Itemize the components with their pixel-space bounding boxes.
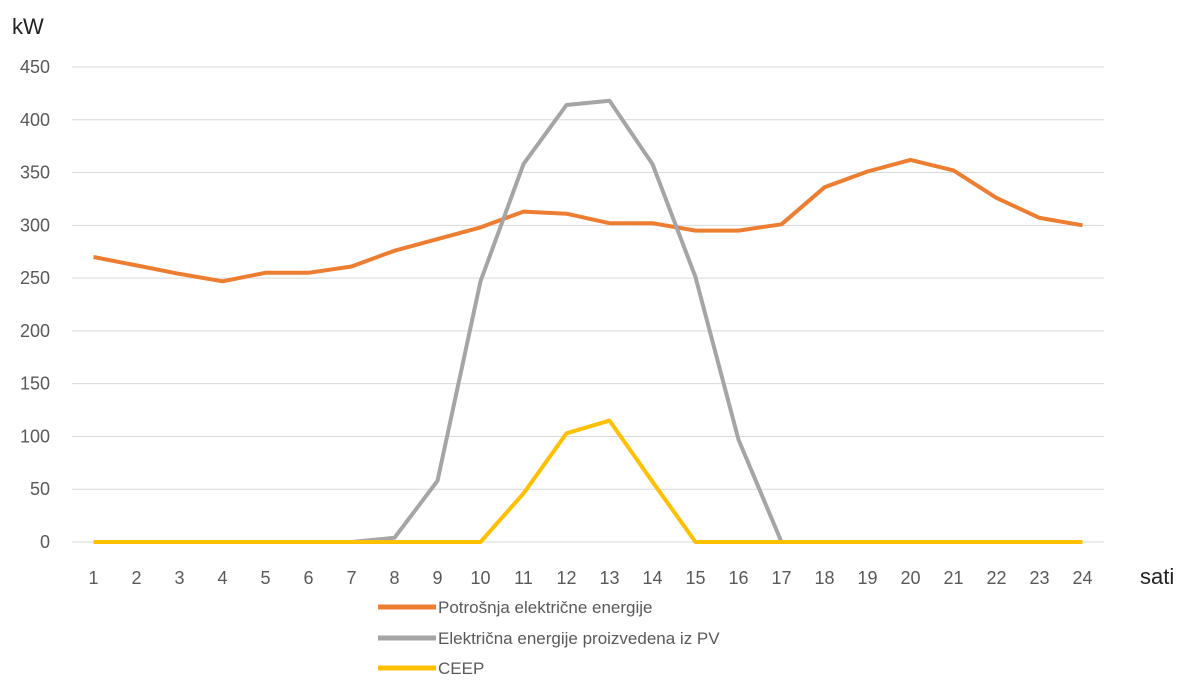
x-tick-label: 1 (88, 568, 98, 588)
y-tick-label: 250 (20, 268, 50, 288)
y-axis-title: kW (12, 14, 44, 39)
x-tick-label: 24 (1072, 568, 1092, 588)
x-tick-label: 15 (685, 568, 705, 588)
x-tick-label: 2 (131, 568, 141, 588)
y-tick-label: 200 (20, 321, 50, 341)
legend: Potrošnja električne energije Električna … (378, 598, 720, 678)
y-tick-label: 300 (20, 215, 50, 235)
gridlines (72, 66, 1104, 543)
x-tick-label: 17 (771, 568, 791, 588)
legend-label-2: Električna energije proizvedena iz PV (438, 629, 720, 648)
x-tick-label: 19 (857, 568, 877, 588)
x-axis-title: sati (1140, 564, 1174, 589)
x-tick-label: 18 (814, 568, 834, 588)
x-tick-label: 8 (389, 568, 399, 588)
x-tick-label: 12 (556, 568, 576, 588)
x-axis-ticks: 1 2 3 4 5 6 7 8 9 10 11 12 13 14 15 16 17 18 19 20 21 22 23 24 (88, 568, 1092, 588)
x-tick-label: 9 (432, 568, 442, 588)
x-tick-label: 5 (260, 568, 270, 588)
x-tick-label: 16 (728, 568, 748, 588)
series-line-1 (93, 157, 1083, 284)
x-tick-label: 6 (303, 568, 313, 588)
x-tick-label: 14 (642, 568, 662, 588)
series-line-3 (93, 418, 1083, 544)
y-tick-label: 50 (30, 479, 50, 499)
y-tick-label: 400 (20, 110, 50, 130)
series-line-2 (93, 98, 784, 544)
x-tick-label: 11 (514, 568, 533, 588)
y-tick-label: 350 (20, 163, 50, 183)
x-tick-label: 20 (900, 568, 920, 588)
legend-label-3: CEEP (438, 659, 484, 678)
y-tick-label: 450 (20, 57, 50, 77)
x-tick-label: 22 (986, 568, 1006, 588)
x-tick-label: 3 (174, 568, 184, 588)
x-tick-label: 4 (217, 568, 227, 588)
x-tick-label: 13 (599, 568, 619, 588)
y-tick-label: 0 (40, 532, 50, 552)
legend-label-1: Potrošnja električne energije (438, 598, 653, 617)
x-tick-label: 10 (470, 568, 490, 588)
y-tick-label: 150 (20, 374, 50, 394)
x-tick-label: 7 (346, 568, 356, 588)
series-lines (93, 98, 1083, 544)
x-tick-label: 23 (1029, 568, 1049, 588)
y-tick-label: 100 (20, 426, 50, 446)
x-tick-label: 21 (943, 568, 963, 588)
y-axis-ticks: 0 50 100 150 200 250 300 350 400 450 (20, 57, 50, 552)
